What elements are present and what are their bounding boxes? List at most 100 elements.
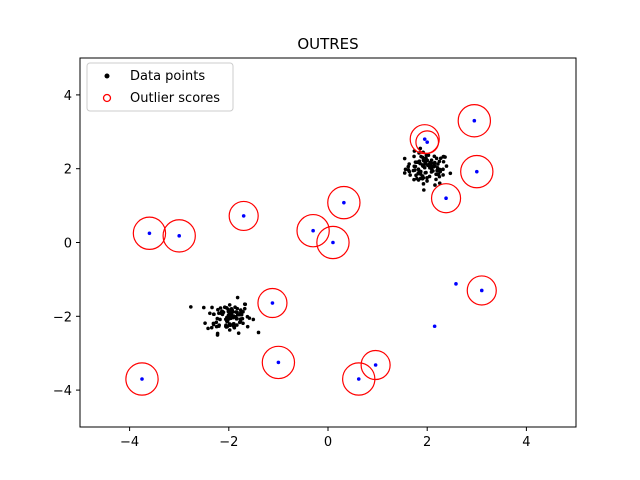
outlier-score-circle: [228, 200, 259, 232]
data-point: [424, 159, 428, 164]
legend-marker-outlier-scores: [102, 93, 112, 103]
data-point: [236, 331, 241, 335]
data-point: [231, 314, 236, 319]
data-point: [406, 164, 411, 169]
data-point: [432, 160, 437, 165]
data-point: [242, 302, 247, 306]
outlier-point: [475, 169, 479, 174]
data-point: [436, 172, 441, 177]
data-point: [235, 323, 239, 327]
outlier-point: [147, 231, 152, 236]
y-tick-label: 2: [64, 163, 72, 178]
data-point: [402, 171, 407, 175]
y-tick-label: 0: [64, 237, 72, 252]
legend-label-outlier-scores: Outlier scores: [130, 91, 220, 106]
data-point: [201, 305, 206, 310]
data-point: [420, 163, 425, 167]
y-tick-label: −2: [53, 310, 72, 325]
outlier-point: [331, 240, 335, 245]
data-point: [413, 168, 417, 172]
outlier-point: [425, 140, 430, 144]
data-point: [215, 316, 220, 321]
data-point: [432, 154, 437, 159]
outlier-point: [276, 360, 281, 365]
data-point: [245, 314, 250, 319]
data-point: [441, 159, 446, 164]
plot-frame: [79, 57, 577, 428]
legend-marker-data-points: [104, 73, 110, 79]
data-point: [424, 156, 428, 160]
data-point: [218, 306, 223, 310]
data-point: [224, 325, 229, 329]
data-point: [251, 317, 256, 322]
data-point: [412, 164, 417, 169]
data-point: [422, 188, 426, 192]
data-point: [425, 179, 429, 183]
data-point: [209, 325, 214, 330]
data-point: [403, 167, 408, 172]
outlier-score-circle: [296, 213, 330, 248]
data-point: [412, 154, 416, 159]
outlier-score-circle: [457, 104, 492, 138]
data-point: [444, 164, 449, 168]
x-tick-label: 0: [324, 435, 332, 450]
data-point: [210, 305, 214, 310]
data-point: [429, 158, 434, 162]
data-point: [406, 168, 411, 172]
data-point: [214, 320, 219, 325]
data-point: [433, 164, 437, 168]
data-point: [434, 156, 439, 161]
data-point: [434, 172, 438, 177]
outlier-point: [140, 377, 144, 381]
data-point: [418, 146, 423, 151]
data-point: [235, 313, 240, 317]
data-point: [419, 154, 423, 159]
outlier-score-circle: [430, 183, 462, 214]
data-point: [206, 326, 210, 331]
data-point: [232, 321, 236, 326]
data-point: [421, 176, 426, 180]
data-point: [241, 321, 245, 326]
legend: Data points Outlier scores: [86, 62, 234, 112]
plot-area: [125, 104, 497, 396]
outlier-score-circle: [162, 219, 196, 253]
outlier-score-circle: [327, 185, 361, 220]
outlier-score-circle: [261, 345, 296, 380]
y-tick-label: 4: [64, 89, 72, 104]
outlier-point: [356, 377, 361, 381]
outlier-point: [373, 363, 378, 367]
data-point: [189, 305, 193, 309]
x-axis: −4 −2 0 2 4: [120, 427, 531, 450]
data-point: [441, 173, 445, 177]
data-point: [437, 159, 442, 164]
outlier-point: [177, 234, 181, 238]
data-point: [227, 322, 232, 326]
data-point: [421, 182, 426, 186]
data-point: [225, 319, 230, 323]
legend-label-data-points: Data points: [130, 69, 205, 84]
data-point: [214, 324, 219, 329]
outlier-point: [432, 324, 437, 329]
outlier-point: [241, 214, 246, 218]
data-point: [433, 183, 437, 187]
data-point: [208, 311, 212, 316]
data-point: [434, 177, 438, 182]
data-point: [242, 306, 247, 311]
outlier-point: [311, 228, 315, 233]
data-point: [234, 317, 239, 321]
outlier-score-circle: [415, 130, 440, 155]
data-point: [256, 330, 261, 335]
data-point: [435, 165, 440, 170]
x-tick-label: −4: [120, 435, 139, 450]
y-tick-label: −4: [53, 384, 72, 399]
data-point: [235, 295, 240, 300]
outlier-point: [422, 137, 427, 141]
data-point: [232, 325, 237, 329]
y-axis: −4 −2 0 2 4: [53, 89, 80, 399]
data-point: [216, 307, 220, 312]
data-point: [431, 169, 435, 173]
x-tick-label: 2: [423, 435, 431, 450]
data-point: [419, 169, 423, 174]
data-point: [441, 154, 446, 159]
